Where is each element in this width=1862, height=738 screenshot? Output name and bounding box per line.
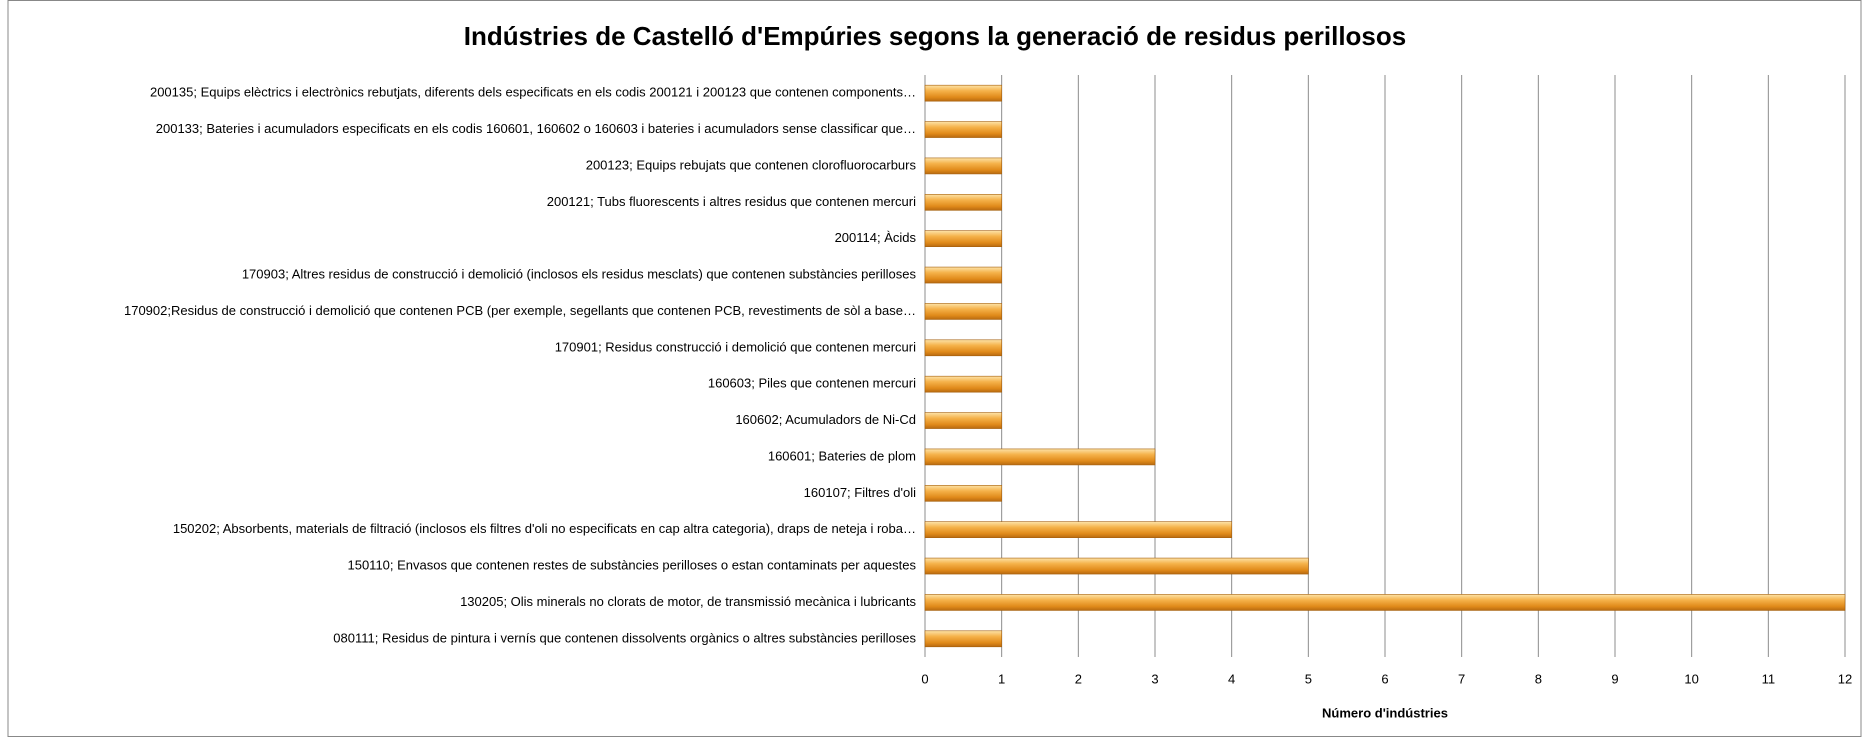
x-tick-label: 10 xyxy=(1684,671,1698,686)
y-tick-label: 160601; Bateries de plom xyxy=(768,448,916,463)
y-tick-label: 160602; Acumuladors de Ni-Cd xyxy=(735,412,916,427)
bar xyxy=(924,448,1156,466)
y-tick-label: 130205; Olis minerals no clorats de moto… xyxy=(460,594,916,609)
bar xyxy=(924,230,1002,247)
x-tick-label: 9 xyxy=(1611,671,1618,686)
bar xyxy=(924,266,1002,284)
bar xyxy=(924,194,1002,211)
y-tick-label: 200121; Tubs fluorescents i altres resid… xyxy=(547,194,916,209)
bar xyxy=(924,557,1309,575)
bar xyxy=(924,375,1002,393)
y-tick-label: 200123; Equips rebujats que contenen clo… xyxy=(586,157,917,172)
x-tick-label: 7 xyxy=(1458,671,1465,686)
bar xyxy=(924,485,1002,502)
bar xyxy=(924,521,1232,538)
bar xyxy=(924,412,1002,429)
bar xyxy=(924,630,1002,648)
y-tick-label: 150202; Absorbents, materials de filtrac… xyxy=(173,521,916,536)
bar xyxy=(924,303,1002,320)
chart-title: Indústries de Castelló d'Empúries segons… xyxy=(464,21,1406,51)
chart-frame xyxy=(7,0,1862,737)
x-tick-label: 0 xyxy=(921,671,928,686)
y-tick-label: 170902;Residus de construcció i demolici… xyxy=(124,303,916,318)
y-tick-label: 150110; Envasos que contenen restes de s… xyxy=(347,558,916,573)
y-tick-label: 160107; Filtres d'oli xyxy=(804,485,916,500)
x-tick-label: 3 xyxy=(1151,671,1158,686)
y-tick-label: 170901; Residus construcció i demolició … xyxy=(555,339,916,354)
x-axis-title: Número d'indústries xyxy=(1322,705,1448,720)
y-tick-label: 160603; Piles que contenen mercuri xyxy=(708,376,916,391)
x-tick-label: 5 xyxy=(1305,671,1312,686)
bar xyxy=(924,84,1002,102)
y-tick-label: 200114; Àcids xyxy=(835,230,917,245)
y-tick-label: 200133; Bateries i acumuladors especific… xyxy=(156,121,916,136)
x-tick-label: 8 xyxy=(1535,671,1542,686)
x-tick-label: 1 xyxy=(998,671,1005,686)
bar xyxy=(924,121,1002,138)
x-tick-label: 12 xyxy=(1838,671,1852,686)
x-tick-label: 11 xyxy=(1762,671,1776,686)
x-tick-label: 6 xyxy=(1381,671,1388,686)
y-tick-label: 080111; Residus de pintura i vernís que … xyxy=(333,630,916,645)
bar xyxy=(924,339,1002,357)
x-tick-label: 2 xyxy=(1075,671,1082,686)
bar xyxy=(924,157,1002,175)
bar xyxy=(924,594,1846,611)
y-tick-label: 200135; Equips elèctrics i electrònics r… xyxy=(150,85,916,100)
x-tick-label: 4 xyxy=(1228,671,1235,686)
y-tick-label: 170903; Altres residus de construcció i … xyxy=(242,267,917,282)
